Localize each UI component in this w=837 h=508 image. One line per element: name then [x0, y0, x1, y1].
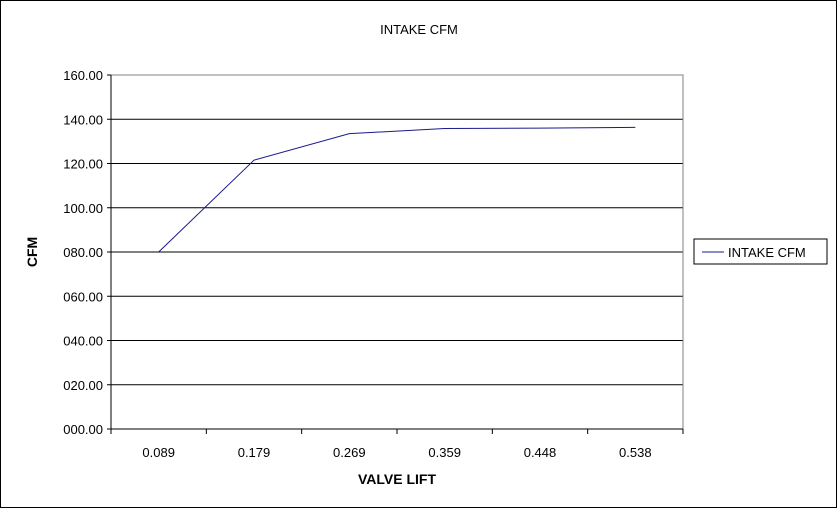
x-tick-label: 0.179 — [238, 445, 271, 460]
legend-label: INTAKE CFM — [728, 245, 806, 260]
legend-box — [693, 238, 828, 265]
y-axis-ticks: 000.00 020.00 040.00 060.00 080.00 100.00 120.… — [63, 68, 112, 437]
series-line-intake-cfm — [158, 126, 636, 253]
y-tick-label: 080.00 — [63, 245, 103, 260]
y-tick-label: 140.00 — [63, 112, 103, 127]
grid-layer — [111, 74, 683, 386]
x-tick-label: 0.448 — [524, 445, 557, 460]
x-tick-label: 0.089 — [142, 445, 175, 460]
y-tick-label: 040.00 — [63, 334, 103, 349]
x-tick-label: 0.269 — [333, 445, 366, 460]
y-tick-label: 120.00 — [63, 157, 103, 172]
y-tick-label: 100.00 — [63, 201, 103, 216]
y-axis-title: CFM — [24, 237, 40, 267]
y-tick-label: 060.00 — [63, 289, 103, 304]
series-layer — [158, 126, 636, 253]
chart-title: INTAKE CFM — [380, 22, 458, 37]
x-axis-title: VALVE LIFT — [358, 471, 436, 487]
x-tick-label: 0.359 — [428, 445, 461, 460]
x-tick-label: 0.538 — [619, 445, 652, 460]
y-tick-label: 000.00 — [63, 422, 103, 437]
x-axis-ticks: 0.089 0.179 0.269 0.359 0.448 0.538 — [110, 428, 684, 460]
y-tick-label: 020.00 — [63, 378, 103, 393]
legend: INTAKE CFM — [693, 238, 828, 265]
y-tick-label: 160.00 — [63, 68, 103, 83]
